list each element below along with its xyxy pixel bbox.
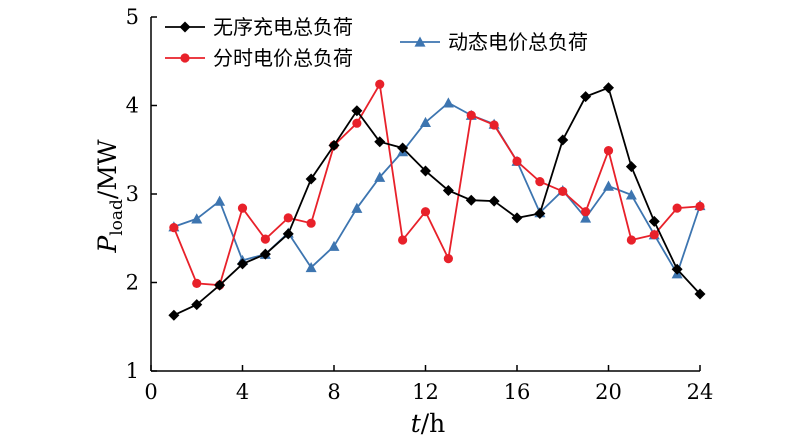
data-point (168, 309, 180, 321)
data-point (328, 139, 340, 151)
data-point (672, 203, 682, 213)
axes (150, 17, 700, 372)
data-point (351, 202, 363, 213)
data-point (169, 223, 179, 233)
y-ticks: 1 2 3 4 5 (126, 5, 157, 383)
series-3 (168, 97, 706, 279)
data-point (603, 180, 614, 191)
y-axis-sub: load (107, 199, 127, 236)
data-point (511, 212, 523, 224)
legend-item: 分时电价总负荷 (165, 46, 353, 70)
x-tick-label: 4 (236, 380, 249, 404)
data-point (694, 288, 706, 300)
data-point (306, 218, 316, 228)
y-tick-label: 2 (126, 271, 139, 295)
legend-label: 分时电价总负荷 (213, 46, 353, 70)
data-point (535, 177, 545, 187)
legend-marker (179, 21, 191, 33)
data-point (283, 213, 293, 223)
data-point (465, 194, 477, 206)
data-point (625, 189, 637, 200)
data-point (626, 235, 636, 245)
data-point (192, 278, 202, 288)
data-point (191, 213, 203, 224)
data-point (328, 240, 340, 251)
data-point (305, 261, 317, 273)
legend-marker (414, 36, 426, 47)
x-tick-label: 16 (504, 380, 531, 404)
data-point (603, 146, 614, 156)
x-tick-label: 12 (412, 380, 439, 404)
data-point (442, 97, 454, 108)
data-point (397, 142, 409, 154)
data-point (374, 136, 386, 148)
data-point (351, 105, 363, 117)
y-tick-label: 1 (126, 359, 139, 383)
x-tick-label: 20 (595, 380, 622, 404)
data-point (305, 173, 317, 185)
legend-item: 无序充电总负荷 (165, 15, 353, 39)
y-tick-label: 4 (126, 94, 139, 118)
series-2 (169, 79, 705, 290)
data-point (581, 207, 591, 217)
y-axis-var: P (93, 235, 122, 254)
data-point (420, 207, 431, 217)
data-point (625, 161, 637, 173)
data-point (466, 110, 476, 120)
data-point (237, 258, 248, 270)
data-point (443, 254, 453, 264)
data-point (558, 186, 568, 196)
data-point (534, 207, 546, 219)
data-point (282, 228, 294, 240)
legend-label: 动态电价总负荷 (448, 30, 588, 54)
data-point (259, 248, 271, 260)
x-axis-title: t/h (411, 409, 446, 438)
data-point (420, 116, 431, 127)
series-1 (168, 82, 706, 321)
data-point (375, 79, 385, 89)
data-point (512, 156, 522, 166)
data-point (214, 195, 226, 206)
data-point (488, 195, 500, 207)
data-point (260, 234, 270, 244)
y-tick-label: 5 (126, 5, 139, 29)
legend-label: 无序充电总负荷 (213, 15, 353, 39)
data-point (237, 203, 248, 213)
legend-item: 动态电价总负荷 (400, 30, 588, 54)
data-point (191, 299, 203, 311)
series-line (173, 81, 701, 287)
data-point (580, 91, 592, 103)
data-point (580, 212, 592, 223)
x-tick-label: 0 (144, 380, 157, 404)
legend-marker (180, 53, 190, 63)
data-point (352, 118, 362, 128)
data-point (649, 230, 659, 240)
data-point (603, 82, 614, 94)
series-layer (168, 79, 706, 321)
data-point (489, 120, 499, 130)
data-point (398, 235, 408, 245)
x-tick-label: 24 (687, 380, 714, 404)
y-axis-title: Pload/MW (93, 139, 127, 254)
data-point (214, 279, 226, 291)
data-point (671, 263, 683, 275)
data-point (374, 171, 386, 182)
data-point (648, 215, 660, 227)
x-axis-var: t (411, 409, 422, 438)
x-axis-unit: /h (421, 409, 446, 438)
data-point (420, 165, 431, 177)
x-tick-label: 8 (327, 380, 340, 404)
data-point (695, 201, 705, 211)
x-ticks: 0 4 8 12 16 20 24 (144, 365, 713, 404)
y-tick-label: 3 (126, 182, 139, 206)
y-axis-unit: /MW (93, 139, 122, 199)
data-point (442, 184, 454, 196)
data-point (557, 134, 569, 146)
